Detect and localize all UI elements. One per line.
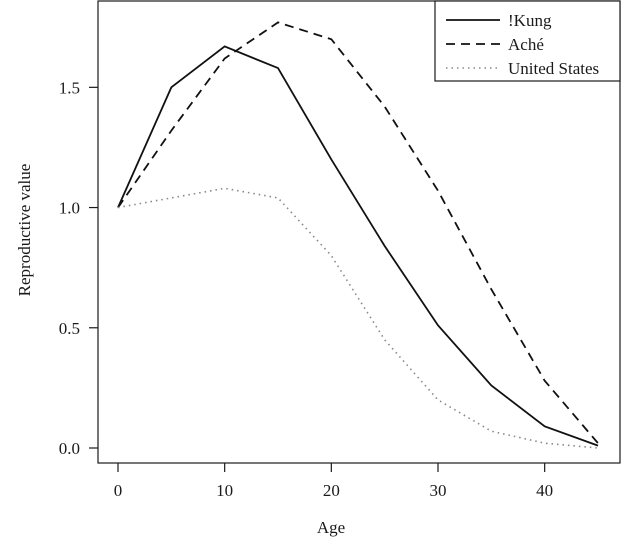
y-tick-label: 1.5 (59, 78, 80, 97)
series-layer (117, 21, 599, 449)
x-axis-label: Age (317, 518, 345, 537)
x-tick-label: 30 (430, 481, 447, 500)
legend-label: United States (508, 59, 599, 78)
legend-label: Aché (508, 35, 544, 54)
x-tick-label: 20 (323, 481, 340, 500)
legend-box (434, 0, 621, 82)
x-axis: 0 10 20 30 40 (114, 463, 553, 500)
y-tick-label: 0.0 (59, 439, 80, 458)
series-line-0 (117, 45, 599, 447)
y-tick-label: 0.5 (59, 319, 80, 338)
legend-label: !Kung (508, 11, 552, 30)
x-tick-label: 10 (216, 481, 233, 500)
series-line-2 (117, 187, 599, 449)
x-tick-label: 0 (114, 481, 123, 500)
legend: !Kung Aché United States (434, 0, 621, 82)
y-axis: 0.0 0.5 1.0 1.5 (59, 78, 98, 458)
series-line-1 (117, 21, 599, 444)
plot-frame (97, 0, 621, 464)
y-tick-label: 1.0 (59, 199, 80, 218)
y-axis-label: Reproductive value (15, 164, 34, 297)
x-tick-label: 40 (536, 481, 553, 500)
